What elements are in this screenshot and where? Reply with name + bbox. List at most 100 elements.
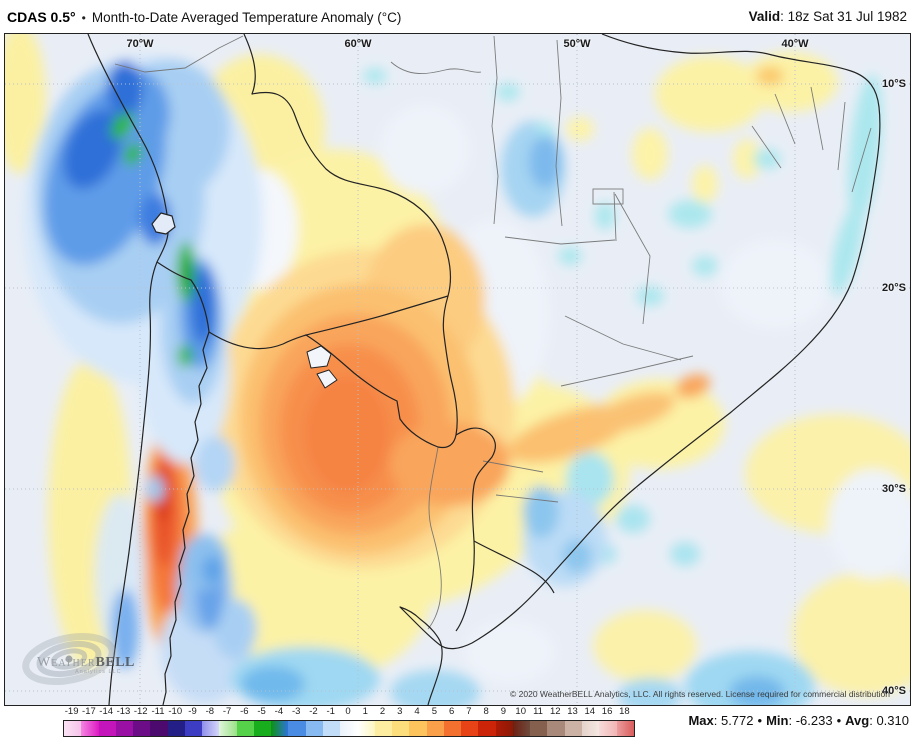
- colorbar-tick-label: 3: [397, 706, 403, 717]
- min-value: -6.233: [795, 713, 833, 728]
- colorbar-segment: [167, 721, 185, 736]
- colorbar-segment: [184, 721, 203, 736]
- min-colon: :: [788, 713, 796, 728]
- colorbar-tick-label: 13: [567, 706, 578, 717]
- colorbar-tick-label: -3: [291, 706, 301, 717]
- colorbar-segment: [461, 721, 479, 736]
- colorbar-segment: [478, 721, 496, 736]
- stats-line: Max: 5.772 • Min: -6.233 • Avg: 0.310: [688, 713, 909, 728]
- valid-label: Valid: [748, 9, 781, 24]
- logo-word-weather: Weather: [37, 655, 96, 670]
- colorbar-tick-label: -17: [82, 706, 96, 717]
- colorbar-tick-label: 0: [345, 706, 351, 717]
- colorbar-segment: [150, 721, 168, 736]
- colorbar-segment: [616, 721, 634, 736]
- colorbar-segment: [98, 721, 116, 736]
- max-label: Max: [688, 713, 714, 728]
- colorbar-segment: [530, 721, 548, 736]
- lat-label-20s: 20°S: [882, 282, 906, 294]
- colorbar-tick-label: -9: [188, 706, 197, 717]
- valid-value: 18z Sat 31 Jul 1982: [787, 9, 907, 24]
- valid-colon: :: [780, 9, 788, 24]
- colorbar-segment: [495, 721, 513, 736]
- colorbar-segment: [599, 721, 617, 736]
- logo-subtitle: Analytics LLC: [75, 669, 122, 675]
- valid-time: Valid: 18z Sat 31 Jul 1982: [749, 9, 907, 24]
- colorbar-tick-label: -7: [222, 706, 232, 717]
- lon-label-40w: 40°W: [781, 38, 809, 50]
- lat-label-40s: 40°S: [882, 685, 906, 697]
- anomaly-map-svg: [5, 34, 910, 705]
- colorbar-segment: [64, 721, 82, 736]
- avg-value: 0.310: [876, 713, 909, 728]
- colorbar-segment: [564, 721, 582, 736]
- colorbar-segment: [547, 721, 565, 736]
- colorbar-segment: [443, 721, 462, 736]
- avg-label: Avg: [845, 713, 870, 728]
- graticule: [5, 34, 910, 705]
- colorbar-segment: [409, 721, 427, 736]
- colorbar-segment: [133, 721, 151, 736]
- page-title: CDAS 0.5° • Month-to-Date Averaged Tempera…: [7, 9, 401, 25]
- colorbar-segment: [253, 721, 272, 736]
- colorbar-tick-label: 6: [448, 706, 455, 717]
- max-colon: :: [713, 713, 721, 728]
- product-title: Month-to-Date Averaged Temperature Anoma…: [91, 9, 402, 25]
- colorbar-tick-label: 18: [619, 706, 630, 717]
- colorbar-segment: [202, 721, 220, 736]
- copyright-text: © 2020 WeatherBELL Analytics, LLC. All r…: [510, 689, 890, 699]
- hurricane-swirl-icon: [22, 633, 116, 685]
- colorbar-tick-label: -12: [133, 706, 148, 717]
- bullet-2: •: [836, 713, 842, 728]
- colorbar-segment: [115, 721, 134, 736]
- avg-colon: :: [869, 713, 877, 728]
- colorbar-tick-label: -19: [64, 706, 79, 717]
- colorbar-tick-label: -4: [274, 706, 284, 717]
- colorbar-segment: [426, 721, 444, 736]
- colorbar-tick-label: -11: [151, 706, 165, 717]
- map-area: 70°W 60°W 50°W 40°W 10°S 20°S 30°S 40°S …: [4, 33, 911, 706]
- logo-text: WeatherBELL: [37, 653, 135, 671]
- country-borders: [87, 34, 881, 705]
- title-separator: •: [81, 10, 86, 25]
- colorbar-segment: [581, 721, 600, 736]
- min-label: Min: [766, 713, 789, 728]
- colorbar-tick-label: 2: [379, 706, 386, 717]
- colorbar-tick-label: 8: [483, 706, 489, 717]
- state-borders: [114, 35, 872, 630]
- colorbar-tick-label: -10: [168, 706, 183, 717]
- logo-word-bell: BELL: [95, 655, 135, 670]
- colorbar-tick-label: 12: [549, 706, 561, 717]
- lat-label-10s: 10°S: [882, 78, 906, 90]
- colorbar-tick-label: -13: [116, 706, 131, 717]
- header: CDAS 0.5° • Month-to-Date Averaged Tempera…: [0, 0, 914, 33]
- colorbar-segment: [305, 721, 323, 736]
- colorbar-tick-label: 9: [500, 706, 507, 717]
- model-name: CDAS 0.5°: [7, 8, 76, 25]
- colorbar-tick-label: -14: [99, 706, 114, 717]
- colorbar-tick-label: 14: [584, 706, 596, 717]
- lon-label-70w: 70°W: [126, 38, 154, 50]
- colorbar-tick-label: 11: [533, 706, 543, 717]
- colorbar-segment: [322, 721, 341, 736]
- colorbar-tick-label: 4: [414, 706, 420, 717]
- colorbar-segment: [392, 721, 410, 736]
- colorbar-segment: [81, 721, 99, 736]
- colorbar-tick-label: 10: [515, 706, 527, 717]
- colorbar-tick-label: 7: [466, 706, 472, 717]
- lat-label-30s: 30°S: [882, 483, 906, 495]
- colorbar-tick-label: 1: [362, 706, 368, 717]
- colorbar-tick-label: 16: [601, 706, 613, 717]
- colorbar-segment: [271, 721, 289, 736]
- colorbar-segment: [512, 721, 531, 736]
- colorbar-tick-label: -6: [240, 706, 249, 717]
- colorbar-segment: [288, 721, 306, 736]
- colorbar-tick-label: -5: [257, 706, 266, 717]
- colorbar-labels: -19 -17 -14 -13 -12 -11 -10 -9 -8 -7 -6 -5 -4 -3 -2 -1 0…: [63, 706, 633, 720]
- max-value: 5.772: [720, 713, 754, 728]
- colorbar-tick-label: 5: [431, 706, 438, 717]
- colorbar-tick-label: -8: [205, 706, 215, 717]
- colorbar-segment: [357, 721, 375, 736]
- colorbar-segment: [236, 721, 254, 736]
